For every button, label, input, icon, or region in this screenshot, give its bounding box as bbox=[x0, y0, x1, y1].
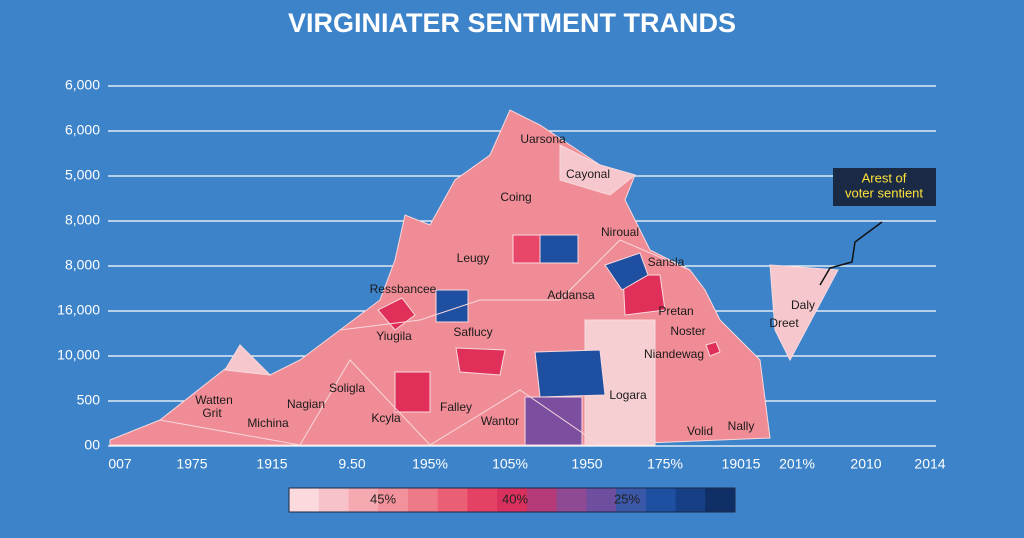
region-label: Falley bbox=[440, 400, 472, 414]
legend-label: 45% bbox=[370, 491, 396, 506]
x-axis-label: 1915 bbox=[256, 456, 287, 472]
legend-swatch bbox=[407, 488, 439, 512]
region-label: Noster bbox=[670, 324, 705, 338]
county-border bbox=[159, 359, 601, 446]
region-label: Dreet bbox=[769, 316, 799, 330]
region-label: Leugy bbox=[457, 251, 490, 265]
legend-swatch bbox=[556, 488, 587, 512]
y-axis-label: 6,000 bbox=[65, 77, 100, 93]
region-label: Addansa bbox=[547, 288, 595, 302]
x-axis-label: 1950 bbox=[571, 456, 602, 472]
x-axis-label: 175% bbox=[647, 456, 683, 472]
region-pale bbox=[559, 144, 637, 196]
region-label: Niroual bbox=[601, 225, 639, 239]
region-label: Logara bbox=[609, 388, 647, 402]
callout-pointer bbox=[819, 221, 883, 286]
callout-text: Arest of bbox=[862, 170, 907, 185]
x-axis-label: 2014 bbox=[914, 456, 945, 472]
region-label: Kcyla bbox=[371, 411, 401, 425]
y-axis-label: 00 bbox=[84, 437, 100, 453]
legend-swatch bbox=[497, 488, 528, 512]
region-label: Nally bbox=[728, 419, 755, 433]
region-label: Grit bbox=[202, 406, 222, 420]
x-axis-label: 195% bbox=[412, 456, 448, 472]
legend-swatch bbox=[616, 488, 647, 512]
legend-swatch bbox=[645, 488, 677, 512]
region-navy bbox=[604, 252, 649, 291]
x-axis-label: 1975 bbox=[176, 456, 207, 472]
legend-label: 40% bbox=[502, 491, 528, 506]
legend-swatch bbox=[318, 488, 349, 512]
y-axis-label: 6,000 bbox=[65, 122, 100, 138]
x-axis-label: 007 bbox=[108, 456, 132, 472]
y-axis-label: 500 bbox=[77, 392, 101, 408]
region-red bbox=[705, 341, 721, 357]
region-pale bbox=[224, 344, 272, 376]
region-label: Saflucy bbox=[453, 325, 492, 339]
region-label: Niandewag bbox=[644, 347, 704, 361]
region-label: Uarsona bbox=[520, 132, 566, 146]
y-axis-label: 8,000 bbox=[65, 257, 100, 273]
x-axis-label: 9.50 bbox=[338, 456, 365, 472]
region-label: Volid bbox=[687, 424, 713, 438]
region-navy bbox=[539, 234, 579, 264]
callout-box bbox=[833, 168, 936, 206]
region-label: Coing bbox=[500, 190, 531, 204]
state-map: Uarsona Cayonal Coing Niroual Leugy Sansla Res… bbox=[109, 109, 839, 446]
legend-swatch bbox=[467, 488, 498, 512]
legend-swatch bbox=[526, 488, 558, 512]
region-label: Ressbancee bbox=[370, 282, 437, 296]
region-navy bbox=[534, 349, 606, 398]
county-border bbox=[339, 239, 691, 331]
legend-swatch bbox=[437, 488, 468, 512]
legend-swatch bbox=[586, 488, 617, 512]
callout: Arest of voter sentient bbox=[819, 168, 936, 286]
y-axis-label: 8,000 bbox=[65, 212, 100, 228]
region-label: Sansla bbox=[648, 255, 685, 269]
region-label: Nagian bbox=[287, 397, 325, 411]
x-axis-label: 105% bbox=[492, 456, 528, 472]
region-purple bbox=[524, 396, 583, 446]
region-label: Yiugila bbox=[376, 329, 412, 343]
legend-swatch bbox=[289, 488, 320, 512]
x-axis-label: 19015 bbox=[722, 456, 761, 472]
callout-text: voter sentient bbox=[845, 185, 923, 200]
legend: 45% 40% 25% bbox=[288, 487, 736, 513]
region-label: Michina bbox=[247, 416, 289, 430]
region-label: Soligla bbox=[329, 381, 365, 395]
region-red bbox=[512, 234, 541, 264]
region-red bbox=[455, 347, 506, 376]
region-pale bbox=[769, 264, 839, 362]
legend-swatch bbox=[675, 488, 706, 512]
y-axis-label: 5,000 bbox=[65, 167, 100, 183]
y-axis-label: 16,000 bbox=[57, 302, 100, 318]
region-label: Watten bbox=[195, 393, 233, 407]
title: VIRGINIATER SENTMENT TRANDS bbox=[288, 8, 736, 38]
x-axis-label: 201% bbox=[779, 456, 815, 472]
y-axis-label: 10,000 bbox=[57, 347, 100, 363]
legend-swatch bbox=[348, 488, 379, 512]
region-label: Wantor bbox=[481, 414, 519, 428]
region-label: Daly bbox=[791, 298, 815, 312]
legend-frame bbox=[288, 487, 736, 513]
legend-label: 25% bbox=[614, 491, 640, 506]
region-label: Cayonal bbox=[566, 167, 610, 181]
legend-swatch bbox=[378, 488, 409, 512]
x-axis-label: 2010 bbox=[850, 456, 881, 472]
region-red bbox=[394, 371, 431, 413]
region-label: Pretan bbox=[658, 304, 693, 318]
legend-swatch bbox=[705, 488, 736, 512]
